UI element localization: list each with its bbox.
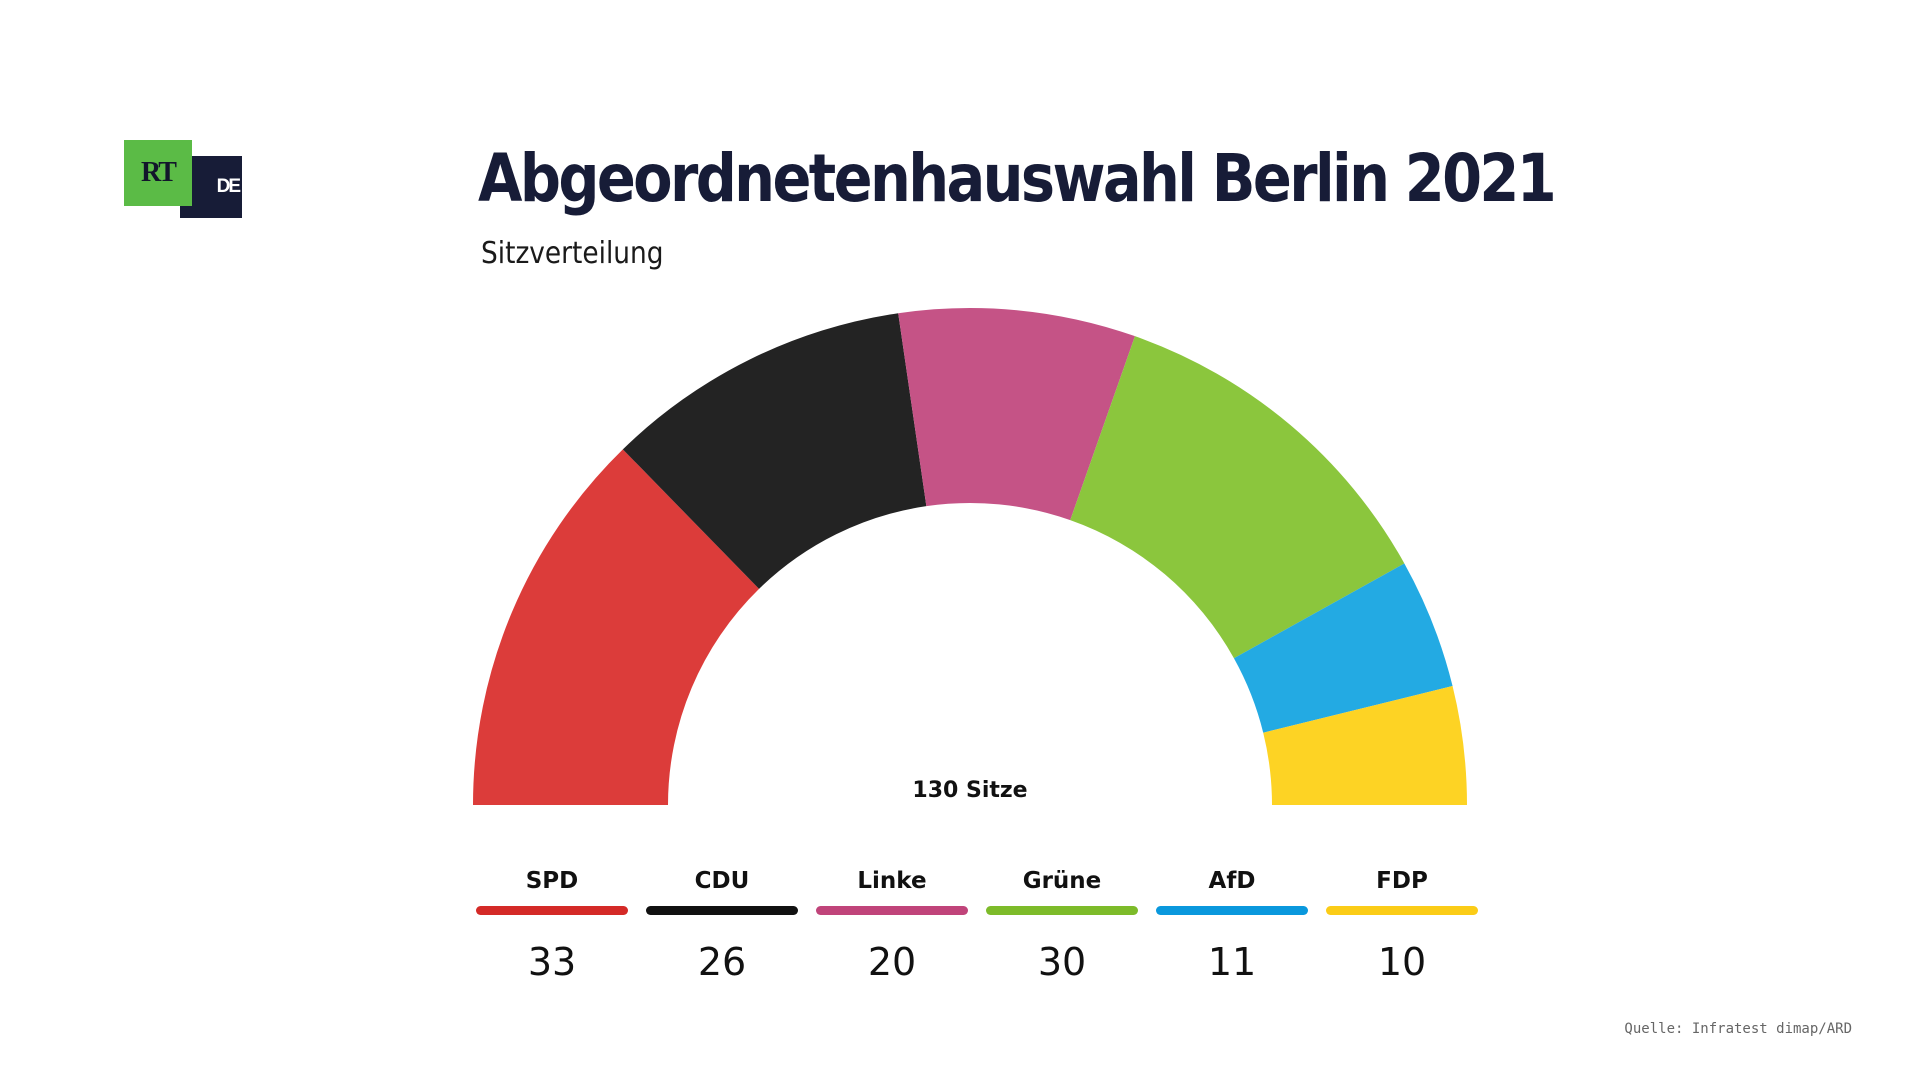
logo-rt: RT: [124, 140, 192, 206]
chart-subtitle: Sitzverteilung: [481, 236, 664, 271]
segment-grüne: [1070, 336, 1405, 659]
segment-spd: [473, 449, 760, 805]
segment-cdu: [622, 313, 927, 589]
center-label: 130 Sitze: [912, 778, 1027, 803]
segment-linke: [898, 308, 1135, 521]
segment-afd: [1233, 563, 1453, 733]
rt-de-logo: RT DE: [124, 140, 242, 218]
source-note: Quelle: Infratest dimap/ARD: [1624, 1021, 1852, 1037]
chart-title: Abgeordnetenhauswahl Berlin 2021: [478, 140, 1557, 217]
segment-fdp: [1263, 686, 1467, 805]
